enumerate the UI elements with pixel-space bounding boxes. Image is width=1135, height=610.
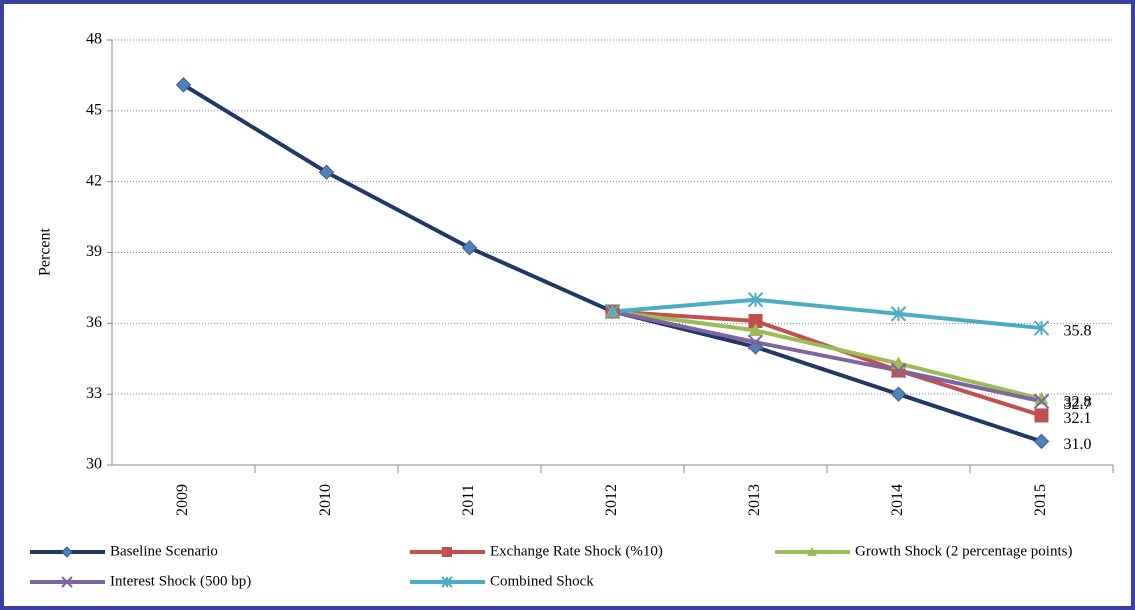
data-label: 31.0 xyxy=(1064,436,1092,453)
legend-label: Growth Shock (2 percentage points) xyxy=(855,543,1072,559)
marker xyxy=(890,362,907,379)
series-line xyxy=(612,309,1042,401)
marker xyxy=(1034,391,1049,405)
marker xyxy=(318,164,335,180)
marker xyxy=(61,546,73,558)
y-tick-label: 42 xyxy=(86,172,102,189)
legend-label: Combined Shock xyxy=(490,573,594,589)
x-tick-label: 2012 xyxy=(603,484,620,516)
marker xyxy=(747,334,764,350)
marker xyxy=(748,313,763,328)
marker xyxy=(1033,320,1050,336)
marker xyxy=(175,77,192,93)
x-tick-label: 2011 xyxy=(460,484,477,515)
x-tick-label: 2013 xyxy=(746,484,763,516)
marker xyxy=(890,306,907,322)
data-label: 32.7 xyxy=(1064,396,1092,413)
x-tick-label: 2014 xyxy=(889,484,906,516)
marker xyxy=(1033,393,1050,409)
y-tick-label: 36 xyxy=(86,314,102,331)
marker xyxy=(61,576,73,588)
x-tick-label: 2010 xyxy=(317,484,334,516)
series-line xyxy=(612,309,1042,404)
y-tick-label: 39 xyxy=(86,243,102,260)
marker xyxy=(441,576,453,588)
marker xyxy=(1033,433,1050,450)
y-axis-label: Percent xyxy=(37,227,54,276)
data-label: 32.1 xyxy=(1064,410,1092,427)
marker xyxy=(748,323,763,337)
y-tick-label: 48 xyxy=(86,31,102,48)
legend-label: Baseline Scenario xyxy=(110,543,218,559)
y-tick-label: 30 xyxy=(86,456,102,473)
data-label: 32.8 xyxy=(1064,394,1092,411)
marker xyxy=(461,240,478,256)
marker xyxy=(747,292,764,308)
marker xyxy=(747,339,764,355)
marker xyxy=(604,303,621,320)
legend-label: Exchange Rate Shock (%10) xyxy=(490,543,663,559)
marker xyxy=(890,386,907,402)
x-tick-label: 2009 xyxy=(174,484,191,516)
marker xyxy=(807,547,817,556)
series-line xyxy=(612,297,1042,331)
y-tick-label: 45 xyxy=(86,102,102,119)
marker xyxy=(442,547,452,557)
data-label: 35.8 xyxy=(1064,323,1092,340)
x-tick-label: 2015 xyxy=(1032,484,1049,516)
marker xyxy=(1034,408,1049,423)
y-tick-label: 33 xyxy=(86,385,102,402)
legend-label: Interest Shock (500 bp) xyxy=(110,573,251,589)
